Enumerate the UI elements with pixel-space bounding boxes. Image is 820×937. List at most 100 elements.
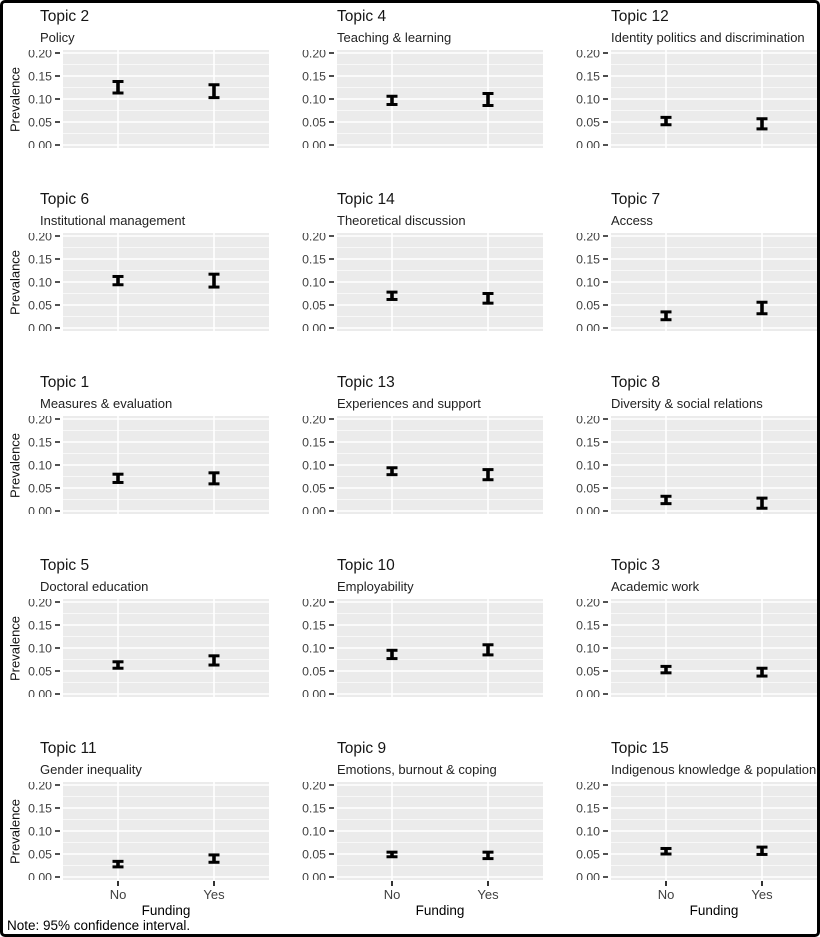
y-tick-label: 0.10 — [576, 275, 600, 289]
y-tick-label: 0.20 — [28, 782, 52, 792]
x-axis-tick — [213, 881, 215, 886]
facet-header: Topic 14 Theoretical discussion — [337, 188, 543, 233]
y-tick-label: 0.20 — [28, 416, 52, 426]
x-axis-title: Funding — [141, 903, 191, 918]
x-tick-label: No — [109, 887, 127, 902]
facet-title: Topic 2 — [40, 8, 90, 25]
errorbar-yes — [482, 850, 494, 861]
plot-area: 0.20 0.15 0.10 0.05 0.00 — [28, 782, 269, 880]
y-tick-label: 0.10 — [28, 824, 52, 838]
errorbar-yes — [756, 300, 768, 316]
plot-area: 0.20 0.15 0.10 0.05 0.00 — [28, 599, 269, 697]
errorbar-no — [112, 80, 124, 95]
facet-header: Topic 11 Gender inequality — [40, 737, 269, 782]
facet-subtitle: Teaching & learning — [337, 30, 452, 45]
x-axis-title: Funding — [415, 903, 465, 918]
x-tick-label: No — [657, 887, 675, 902]
y-tick-label: 0.15 — [576, 252, 600, 266]
plot-area: 0.20 0.15 0.10 0.05 0.00 — [576, 599, 817, 697]
figure-note: Note: 95% confidence interval. — [7, 918, 191, 933]
facet-row: Prevalence Topic 2 Policy 0.20 0.15 0.10 0.05 0… — [3, 3, 817, 186]
y-axis-title: Prevalence — [7, 66, 23, 132]
y-tick-label: 0.00 — [302, 504, 326, 514]
facet-subtitle: Experiences and support — [337, 396, 481, 411]
errorbar-no — [660, 115, 672, 127]
plot-area: 0.20 0.15 0.10 0.05 0.00 — [302, 50, 543, 148]
y-tick-label: 0.15 — [576, 618, 600, 632]
errorbar-yes — [482, 643, 494, 657]
facet-panel: Topic 6 Institutional management 0.20 0.15 0… — [25, 186, 269, 369]
errorbar-no — [112, 859, 124, 869]
facet-panel: Topic 10 Employability 0.20 0.15 0.10 0.05 0.0… — [299, 552, 543, 735]
y-tick-label: 0.15 — [28, 618, 52, 632]
facet-row: Prevalence Topic 1 Measures & evaluation 0.… — [3, 369, 817, 552]
y-tick-label: 0.20 — [576, 233, 600, 243]
facet-header: Topic 15 Indigenous knowledge & populatio… — [611, 737, 817, 782]
errorbar-no — [660, 664, 672, 675]
facet-header: Topic 6 Institutional management — [40, 188, 269, 233]
y-tick-label: 0.00 — [302, 321, 326, 331]
facet-title: Topic 11 — [40, 740, 97, 757]
errorbar-no — [112, 274, 124, 287]
y-tick-label: 0.10 — [302, 824, 326, 838]
errorbar-no — [660, 494, 672, 506]
y-axis-title-strip: Prevalence — [5, 369, 25, 552]
y-tick-label: 0.20 — [576, 599, 600, 609]
errorbar-yes — [756, 666, 768, 678]
facet-title: Topic 1 — [40, 374, 90, 391]
facet-title: Topic 10 — [337, 557, 395, 574]
y-tick-label: 0.00 — [28, 504, 52, 514]
y-tick-label: 0.10 — [302, 92, 326, 106]
facet-subtitle: Measures & evaluation — [40, 396, 173, 411]
y-tick-label: 0.05 — [28, 481, 52, 495]
facet-panel: Topic 1 Measures & evaluation 0.20 0.15 0.10… — [25, 369, 269, 552]
y-tick-label: 0.20 — [302, 416, 326, 426]
y-axis-title-strip: Prevalence — [5, 3, 25, 186]
y-tick-label: 0.15 — [576, 69, 600, 83]
x-axis-tick — [665, 881, 667, 886]
plot-area: 0.20 0.15 0.10 0.05 0.00 — [302, 233, 543, 331]
x-axis-tick — [391, 881, 393, 886]
facet-panel: Topic 3 Academic work 0.20 0.15 0.10 0.05 0.00 — [573, 552, 817, 735]
plot-area: 0.20 0.15 0.10 0.05 0.00 — [576, 50, 817, 148]
facet-header: Topic 7 Access — [611, 188, 817, 233]
y-tick-label: 0.00 — [576, 504, 600, 514]
x-axis: No Yes Funding — [573, 880, 817, 918]
y-tick-label: 0.05 — [302, 481, 326, 495]
errorbar-yes — [482, 91, 494, 107]
y-tick-label: 0.00 — [302, 687, 326, 697]
facet-header: Topic 4 Teaching & learning — [337, 5, 543, 50]
y-tick-label: 0.00 — [302, 138, 326, 148]
facet-header: Topic 10 Employability — [337, 554, 543, 599]
y-axis-title: Prevalence — [7, 798, 23, 864]
errorbar-no — [386, 648, 398, 661]
y-tick-label: 0.10 — [576, 824, 600, 838]
x-axis-tick — [117, 881, 119, 886]
y-tick-label: 0.20 — [302, 599, 326, 609]
y-axis-title-strip: Prevalence — [5, 552, 25, 735]
facet-title: Topic 3 — [611, 557, 661, 574]
y-tick-label: 0.15 — [576, 435, 600, 449]
x-axis-tick — [487, 881, 489, 886]
facet-subtitle: Emotions, burnout & coping — [337, 762, 497, 777]
facet-panel: Topic 8 Diversity & social relations 0.20 0… — [573, 369, 817, 552]
x-tick-label: Yes — [477, 887, 499, 902]
facet-title: Topic 6 — [40, 191, 90, 208]
facet-row: Prevalence Topic 5 Doctoral education 0.20 0… — [3, 552, 817, 735]
x-axis: No Yes Funding — [25, 880, 269, 918]
facet-subtitle: Gender inequality — [40, 762, 142, 777]
facet-subtitle: Institutional management — [40, 213, 186, 228]
plot-area: 0.20 0.15 0.10 0.05 0.00 — [302, 599, 543, 697]
y-axis-title-strip: Prevalence — [5, 735, 25, 934]
y-tick-label: 0.15 — [302, 69, 326, 83]
errorbar-yes — [208, 471, 220, 486]
y-tick-label: 0.20 — [28, 50, 52, 60]
y-tick-label: 0.20 — [576, 782, 600, 792]
y-tick-label: 0.05 — [302, 847, 326, 861]
y-tick-label: 0.15 — [302, 435, 326, 449]
y-tick-label: 0.20 — [28, 233, 52, 243]
y-tick-label: 0.10 — [576, 641, 600, 655]
facet-header: Topic 1 Measures & evaluation — [40, 371, 269, 416]
facet-panel: Topic 2 Policy 0.20 0.15 0.10 0.05 0.00 — [25, 3, 269, 186]
